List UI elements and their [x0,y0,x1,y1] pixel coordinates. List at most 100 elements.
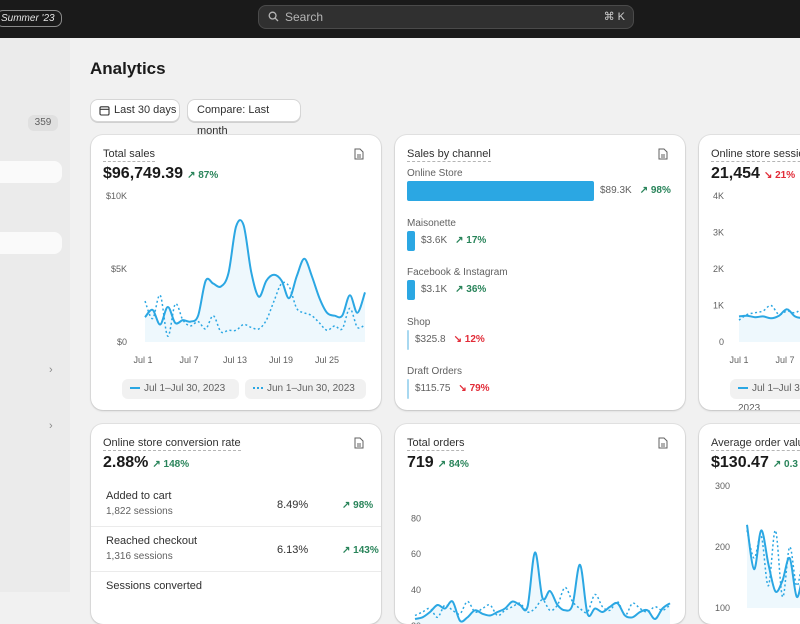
sidebar: 359 › › [0,38,70,592]
series-line-previous [738,304,800,321]
legend-previous[interactable]: Jun 1–Jun 30, 2023 [245,379,366,399]
channel-amount: $3.6K ↗ 17% [421,235,486,246]
x-tick-label: Jul 13 [223,355,247,365]
chevron-right-icon[interactable]: › [49,420,53,432]
y-tick-label: 100 [715,603,730,613]
channel-amount-text: $89.3K [600,185,632,196]
y-tick-label: 40 [411,585,421,595]
y-tick-label: $10K [106,191,127,201]
card-title[interactable]: Online store sessions [711,148,800,162]
total-sales-card[interactable]: Total sales $96,749.39 ↗ 87% $0 $5K $10K Jul… [91,135,381,410]
card-title[interactable]: Sales by channel [407,148,491,162]
y-tick-label: 3K [713,228,724,238]
x-tick-label: Jul 25 [315,355,339,365]
export-icon[interactable] [354,148,364,160]
channel-name: Facebook & Instagram [407,267,508,278]
channel-amount: $115.75 ↘ 79% [415,383,490,394]
x-tick-label: Jul 1 [133,355,152,365]
series-line-current [746,524,800,598]
online-store-sessions-card[interactable]: Online store sessions 21,454↘ 21% 0 1K 2K 3… [699,135,800,410]
funnel-sessions: 1,822 sessions [106,506,173,517]
page-title: Analytics [90,59,166,78]
channel-delta: ↘ 79% [458,383,490,394]
legend-current[interactable]: Jul 1–Jul 30, 2023 [122,379,239,399]
funnel-sessions: 1,316 sessions [106,551,173,562]
conversion-rate-card[interactable]: Online store conversion rate 2.88% ↗ 148%… [91,424,381,624]
channel-amount-text: $115.75 [415,383,451,394]
calendar-icon [99,106,110,116]
channel-amount-text: $3.1K [421,284,448,295]
channel-bar[interactable] [407,329,409,350]
metric-value-text: 21,454 [711,165,760,182]
funnel-label: Reached checkout [106,535,198,547]
funnel-delta: ↗ 143% [342,545,379,556]
channel-bar[interactable] [407,230,415,251]
compare-button[interactable]: Compare: Last month [187,99,301,137]
sidebar-count-badge: 359 [28,115,58,131]
metric-delta: ↗ 87% [187,170,219,181]
total-orders-card[interactable]: Total orders 719↗ 84% 20406080 [395,424,685,624]
funnel-percent: 6.13% [277,544,309,556]
y-tick-label: $0 [117,337,127,347]
search-input[interactable]: Search ⌘ K [258,5,634,29]
metric-value: 2.88% ↗ 148% [103,454,189,472]
funnel-percent: 8.49% [277,499,309,511]
average-order-value-card[interactable]: Average order value $130.47 ↗ 0.3 100 200 3… [699,424,800,624]
metric-value-text: $130.47 [711,454,769,471]
metric-delta: ↘ 21% [763,170,796,181]
top-bar: Summer '23 Search ⌘ K [0,0,800,38]
sidebar-item[interactable] [0,232,62,254]
legend-current[interactable]: Jul 1–Jul 30, 2023 [730,379,800,410]
metric-value-text: $96,749.39 [103,165,184,182]
sales-by-channel-card[interactable]: Sales by channel Online Store $89.3K ↗ 98%… [395,135,685,410]
metric-value: 719 ↗ 84% [407,454,469,472]
card-title[interactable]: Online store conversion rate [103,437,241,451]
card-title[interactable]: Total orders [407,437,465,451]
total-sales-chart: $0 $5K $10K Jul 1 Jul 7 Jul 13 Jul 19 Jul 25 [106,191,366,365]
y-tick-label: 0 [719,337,724,347]
channel-name: Online Store [407,168,463,179]
y-tick-label: 60 [411,549,421,559]
search-icon [268,11,279,22]
chevron-right-icon[interactable]: › [49,364,53,376]
channel-amount: $325.8 ↘ 12% [415,334,485,345]
card-title[interactable]: Total sales [103,148,155,162]
card-title[interactable]: Average order value [711,437,800,451]
export-icon[interactable] [658,148,668,160]
channel-delta: ↘ 12% [453,333,485,345]
metric-value-text: 2.88% [103,454,149,471]
series-area [415,552,670,624]
channel-delta: ↗ 98% [639,185,671,196]
y-tick-label: 200 [715,542,730,552]
metric-delta: ↗ 0.3 [772,459,798,470]
store-badge[interactable]: Summer '23 [0,10,62,27]
channel-amount: $3.1K ↗ 36% [421,284,486,295]
metric-delta: ↗ 84% [437,459,469,470]
metric-value: $130.47 ↗ 0.3 [711,454,798,472]
date-range-button[interactable]: Last 30 days [90,99,180,122]
export-icon[interactable] [658,437,668,449]
sessions-chart: 0 1K 2K 3K 4K Jul 1 Jul 7 [713,191,800,365]
channel-bar[interactable] [407,181,594,201]
channel-delta: ↗ 36% [455,284,487,295]
compare-label: Compare: Last month [197,104,270,137]
series-line-current [144,219,366,326]
x-tick-label: Jul 19 [269,355,293,365]
channel-amount-text: $3.6K [421,234,448,246]
y-tick-label: 2K [713,264,724,274]
channel-delta: ↗ 17% [455,234,487,246]
metric-value: $96,749.39 ↗ 87% [103,165,218,183]
solid-line-icon [738,387,748,390]
export-icon[interactable] [354,437,364,449]
funnel-row: Reached checkout 1,316 sessions 6.13% ↗ … [91,527,381,572]
channel-name: Maisonette [407,217,456,229]
metric-delta: ↗ 148% [152,459,190,470]
channel-name: Shop [407,316,431,328]
channel-bar[interactable] [407,280,415,300]
average-order-value-chart: 100 200 300 [715,481,800,613]
legend-current-label: Jul 1–Jul 30, 2023 [738,383,800,410]
y-tick-label: 300 [715,481,730,491]
channel-bar[interactable] [407,379,409,399]
sidebar-item[interactable] [0,161,62,183]
channel-amount: $89.3K ↗ 98% [600,185,671,196]
